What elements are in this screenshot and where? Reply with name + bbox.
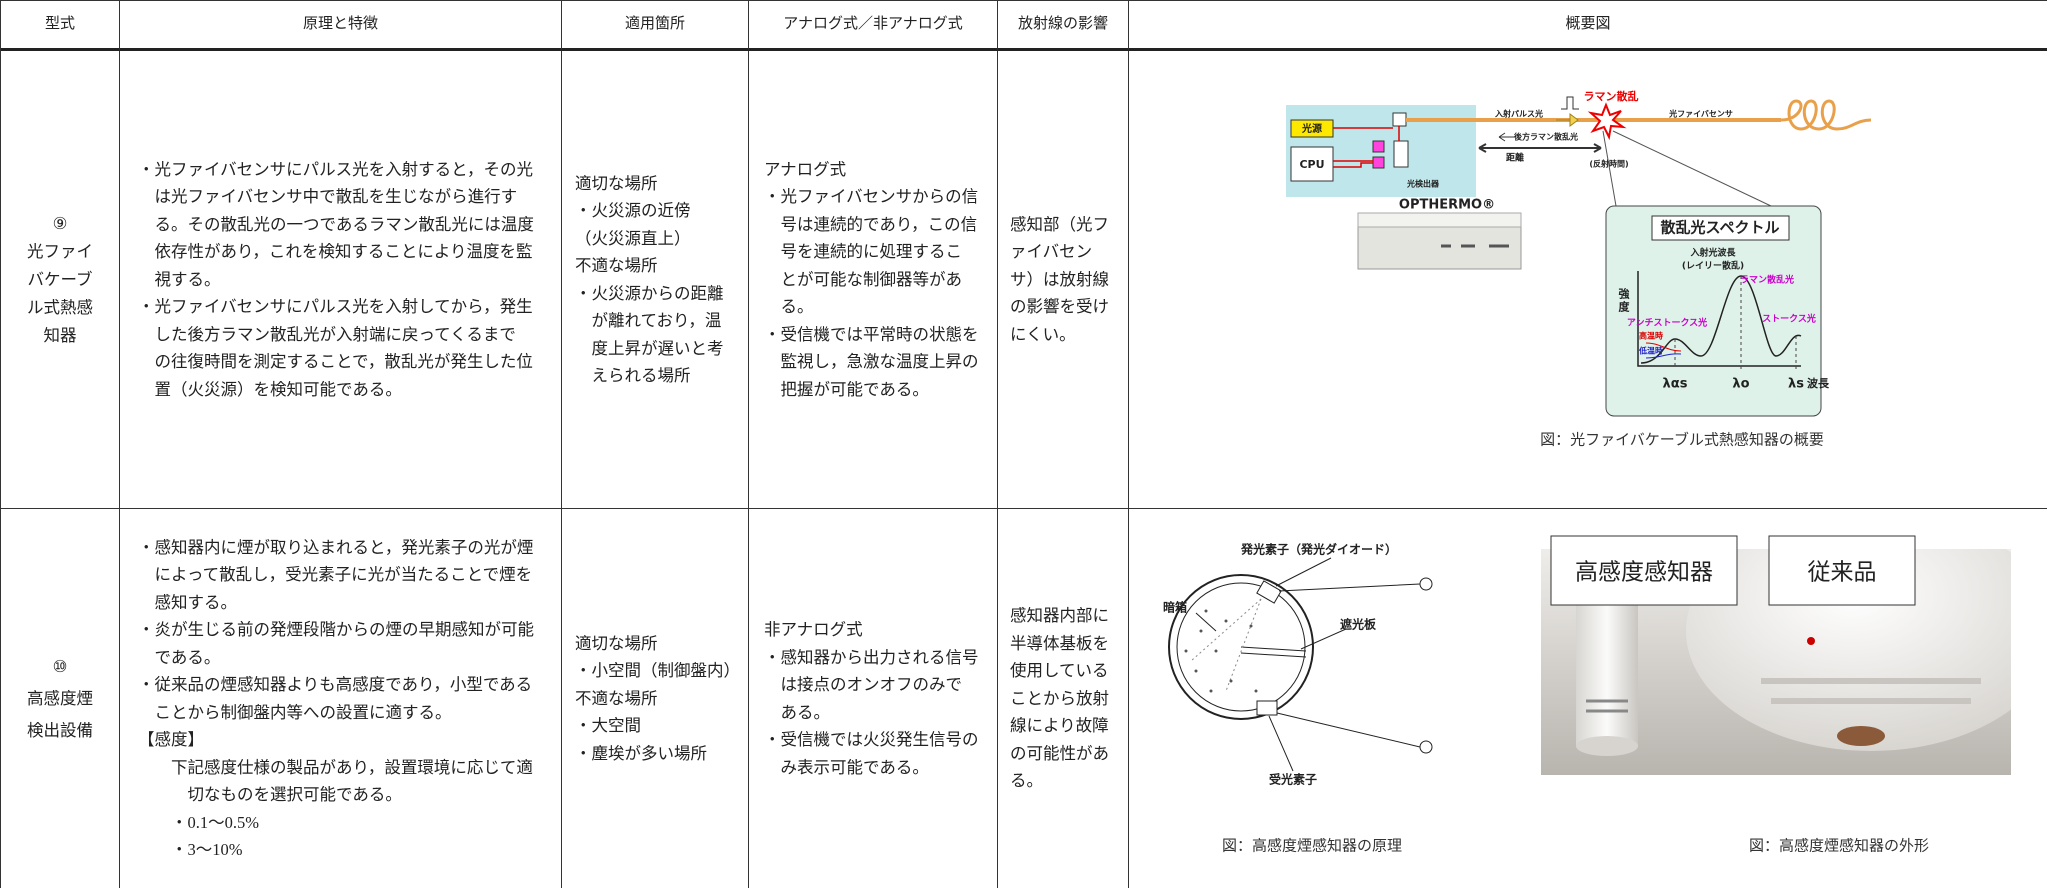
text-line: ・感知器内に煙が取り込まれると，発光素子の光が煙	[138, 537, 534, 557]
text-line: 号を連続的に処理するこ	[780, 242, 963, 262]
text-line: み表示可能である。	[780, 757, 929, 777]
type-cell: ⑩ 高感度煙検出設備	[1, 509, 120, 888]
text-line: 監視し，急激な温度上昇の	[780, 352, 979, 372]
text-line: である。	[154, 647, 221, 667]
header-cell: 適用箇所	[562, 1, 749, 51]
text-line: が離れており，温	[591, 311, 722, 330]
text-line: 不適な場所	[575, 256, 658, 275]
text-line: アナログ式	[764, 159, 847, 179]
text-line: ・光ファイバセンサからの信	[764, 187, 979, 207]
text-line: 視する。	[154, 269, 221, 289]
text-line: 使用している	[1010, 661, 1109, 681]
text-line: 度上昇が遅いと考	[591, 338, 724, 358]
text-line: 適切な場所	[575, 173, 658, 193]
header-text: 概要図	[1565, 15, 1611, 32]
text-line: ・従来品の煙感知器よりも高感度であり，小型である	[138, 675, 533, 694]
text-line: えられる場所	[591, 366, 691, 385]
text-line: ことから制御盤内等への設置に適する。	[154, 702, 452, 722]
principle-cell: ・光ファイバセンサにパルス光を入射すると，その光 は光ファイバセンサ中で散乱を生じ…	[120, 51, 562, 509]
header-text: アナログ式／非アナログ式	[783, 15, 963, 32]
text-line: の往復時間を測定することで，散乱光が発生した位	[154, 352, 533, 372]
header-text: 放射線の影響	[1017, 15, 1108, 32]
type-text: ル式熱感	[27, 297, 93, 317]
text-line: は接点のオンオフのみで	[780, 675, 963, 694]
text-line: にくい。	[1010, 324, 1076, 344]
text-line: ・受信機では火災発生信号の	[764, 730, 979, 749]
text-line: ・光ファイバセンサにパルス光を入射してから，発生	[138, 297, 533, 317]
text-line: ・火災源からの距離	[575, 283, 724, 303]
analog-cell: 非アナログ式・感知器から出力される信号 は接点のオンオフのみで ある。・受信機では火…	[749, 509, 998, 888]
header-cell: 原理と特徴	[120, 1, 562, 51]
text-line: ・光ファイバセンサにパルス光を入射すると，その光	[138, 159, 534, 179]
text-line: 【感度】	[138, 730, 204, 749]
text-line: 下記感度仕様の製品があり，設置環境に応じて適	[171, 757, 533, 777]
analog-cell: アナログ式・光ファイバセンサからの信号は連続的であり，この信 号を連続的に処理する…	[749, 51, 998, 509]
header-text: 型式	[44, 15, 75, 32]
header-cell: 型式	[1, 1, 120, 51]
text-line: によって散乱し，受光素子に光が当たることで煙を	[154, 565, 533, 584]
header-cell: 概要図	[1129, 1, 2047, 51]
text-line: の可能性があ	[1010, 743, 1109, 763]
text-line: る。	[1010, 771, 1043, 791]
type-text: バケーブ	[27, 269, 93, 289]
text-line: 感知器内部に	[1010, 606, 1109, 626]
application-cell: 適切な場所・火災源の近傍 （火災源直上） 不適な場所・火災源からの距離が離れており，…	[562, 51, 749, 509]
text-line: る。その散乱光の一つであるラマン散乱光には温度	[154, 214, 534, 234]
text-line: ・火災源の近傍	[575, 201, 691, 220]
text-line: 半導体基板を	[1010, 633, 1109, 653]
header-cell: 放射線の影響	[998, 1, 1129, 51]
radiation-cell: 感知器内部に 半導体基板を 使用している ことから放射 線により故障 の可能性があ る。	[998, 509, 1129, 888]
text-line: 依存性があり，これを検知することにより温度を監	[154, 242, 533, 262]
text-line: ある。	[780, 702, 831, 722]
text-line: 感知部（光フ	[1010, 214, 1109, 234]
type-text: ⑩	[52, 656, 68, 676]
text-line: の影響を受け	[1010, 297, 1109, 317]
type-text: 高感度煙	[27, 688, 93, 708]
text-line: した後方ラマン散乱光が入射端に戻ってくるまで	[154, 324, 516, 344]
header-text: 原理と特徴	[302, 15, 378, 32]
text-line: 適切な場所	[575, 633, 658, 653]
text-line: ァイバセン	[1010, 242, 1093, 262]
text-line: ・炎が生じる前の発煙段階からの煙の早期感知が可能	[138, 620, 534, 639]
text-line: 切なものを選択可能である。	[187, 785, 402, 804]
text-line: ・0.1～0.5%	[171, 812, 259, 832]
text-line: ・小空間（制御盤内）	[575, 661, 740, 681]
text-line: は光ファイバセンサ中で散乱を生じながら進行す	[154, 187, 518, 207]
text-line: 置（火災源）を検知可能である。	[154, 379, 402, 399]
text-line: ・感知器から出力される信号	[764, 647, 979, 667]
header-text: 適用箇所	[624, 15, 685, 32]
text-line: ・大空間	[575, 716, 641, 736]
principle-cell: ・感知器内に煙が取り込まれると，発光素子の光が煙によって散乱し，受光素子に光が当…	[120, 509, 562, 888]
text-line: （火災源直上）	[575, 228, 691, 248]
text-line: ・塵埃が多い場所	[575, 743, 707, 763]
application-cell: 適切な場所・小空間（制御盤内） 不適な場所・大空間・塵埃が多い場所	[562, 509, 749, 888]
type-text: 知器	[43, 325, 77, 345]
text-line: ことから放射	[1010, 688, 1109, 708]
text-line: とが可能な制御器等があ	[780, 269, 963, 289]
type-text: 光ファイ	[27, 241, 93, 261]
radiation-cell: 感知部（光フ ァイバセンサ）は放射線 の影響を受け にくい。	[998, 51, 1129, 509]
text-line: 不適な場所	[575, 688, 658, 708]
text-line: サ）は放射線	[1010, 269, 1109, 289]
text-line: 把握が可能である。	[780, 379, 929, 399]
type-text: 検出設備	[27, 720, 93, 740]
text-line: 号は連続的であり，この信	[780, 214, 978, 234]
text-line: ・3～10%	[171, 840, 243, 859]
header-cell: アナログ式／非アナログ式	[749, 1, 998, 51]
figure-cell	[1129, 509, 2047, 888]
text-line: る。	[780, 297, 814, 317]
text-line: ・受信機では平常時の状態を	[764, 324, 979, 344]
type-text: ⑨	[52, 213, 68, 233]
text-line: 感知する。	[154, 592, 238, 612]
type-cell: ⑨ 光ファイバケーブル式熱感知器	[1, 51, 120, 509]
text-line: 線により故障	[1010, 716, 1109, 736]
figure-cell	[1129, 51, 2047, 509]
text-line: 非アナログ式	[764, 620, 863, 639]
